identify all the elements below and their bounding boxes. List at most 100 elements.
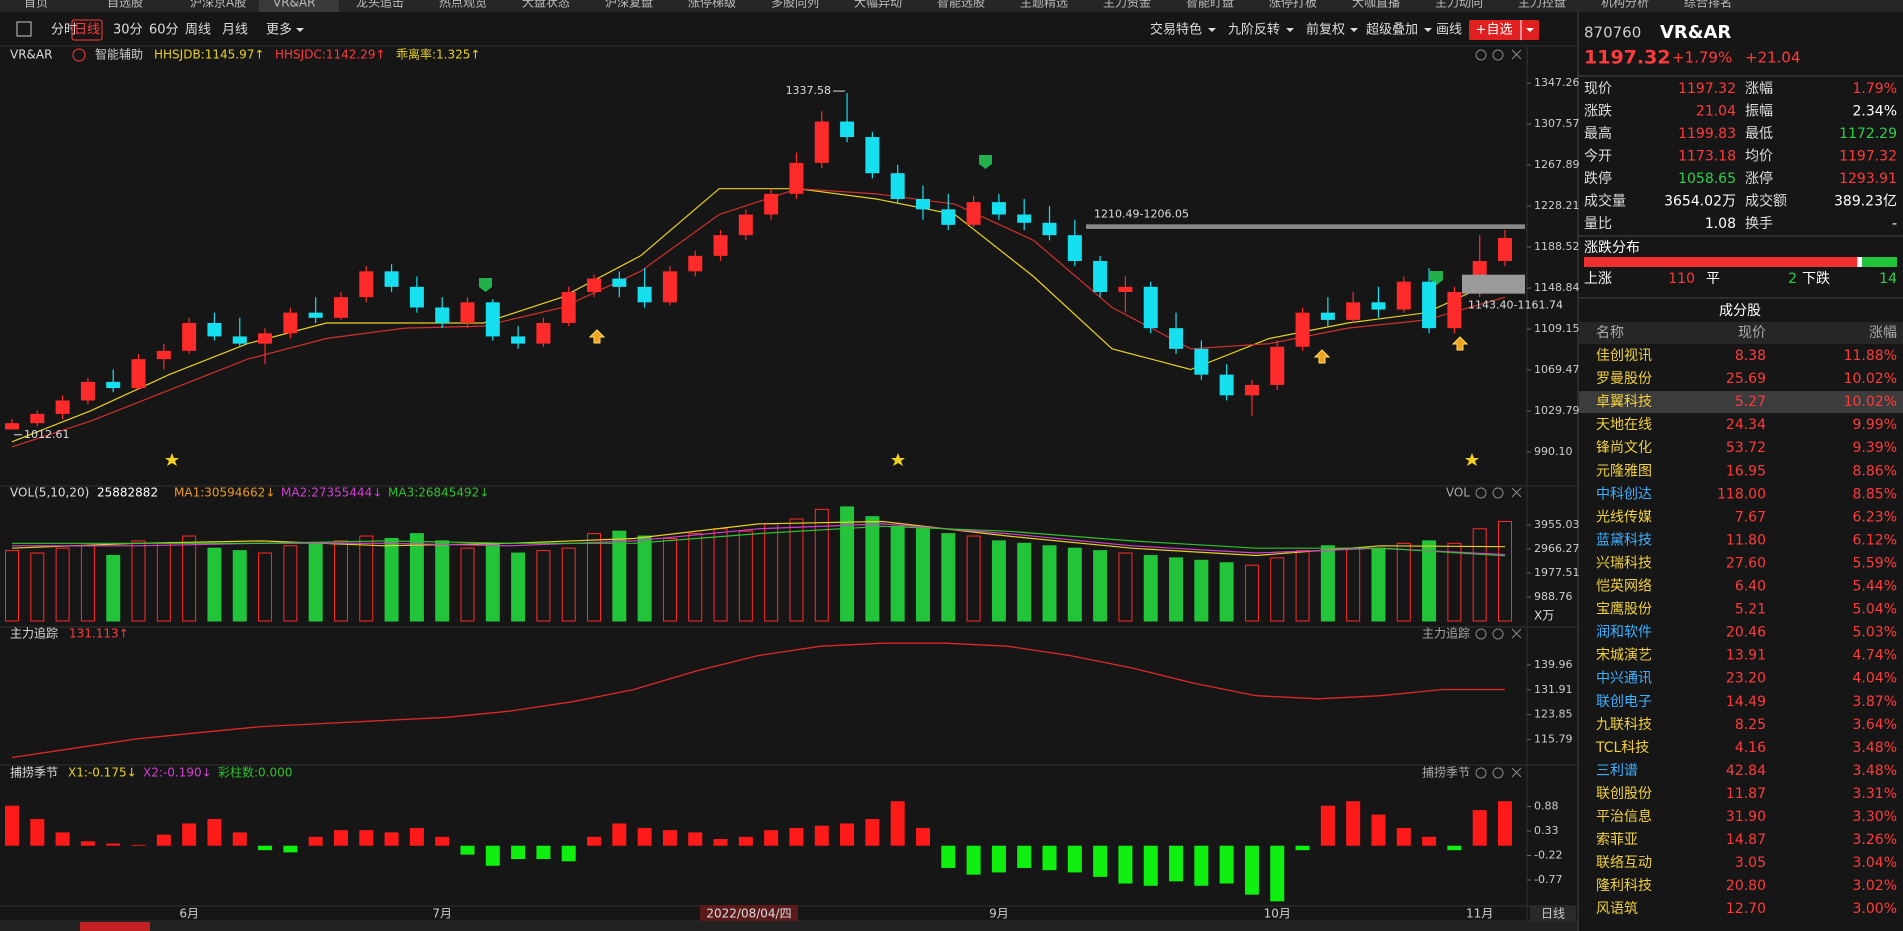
- constituent-name[interactable]: 天地在线: [1596, 417, 1652, 433]
- tab[interactable]: 大幅异动: [854, 0, 902, 10]
- candle-body: [1447, 291, 1462, 329]
- tab[interactable]: 首页: [24, 0, 48, 10]
- constituent-price: 11.87: [1726, 786, 1766, 802]
- volume-bar: [1295, 550, 1310, 622]
- tab[interactable]: 大盘状态: [522, 0, 570, 10]
- tab[interactable]: 大咖直播: [1352, 0, 1400, 10]
- tab[interactable]: 综合排名: [1684, 0, 1732, 10]
- constituent-name[interactable]: 联创股份: [1596, 786, 1652, 802]
- tab[interactable]: 主力控盘: [1518, 0, 1566, 10]
- volume-bar: [1472, 528, 1487, 622]
- add-button[interactable]: +自选: [1476, 23, 1513, 38]
- tab[interactable]: 主题精选: [1020, 0, 1068, 10]
- down-bar: [1862, 257, 1897, 267]
- panel-title: 捕捞季节: [10, 765, 58, 780]
- high-label: 1337.58: [786, 84, 832, 97]
- constituent-name[interactable]: 兴瑞科技: [1596, 555, 1652, 571]
- constituent-name[interactable]: 风语筑: [1596, 901, 1638, 917]
- candle-body: [587, 278, 602, 292]
- tab[interactable]: 主力资金: [1103, 0, 1151, 10]
- season-bar: [258, 845, 273, 851]
- tab[interactable]: 多股同列: [771, 0, 819, 10]
- distribution-title: 涨跌分布: [1584, 240, 1640, 256]
- tab[interactable]: 智能选股: [937, 0, 985, 10]
- period-button[interactable]: 更多: [266, 22, 292, 38]
- quote-value: 21.04: [1696, 104, 1736, 120]
- tab[interactable]: 热点观览: [439, 0, 487, 10]
- indicator: 彩柱数:0.000: [218, 765, 292, 780]
- quote-value: 1172.29: [1839, 126, 1897, 142]
- constituent-name[interactable]: 恺英网络: [1596, 578, 1652, 595]
- column-header: 涨幅: [1869, 325, 1897, 341]
- constituent-name[interactable]: 光线传媒: [1596, 509, 1652, 525]
- tab[interactable]: 龙头追击: [356, 0, 404, 10]
- constituent-name[interactable]: 九联科技: [1596, 717, 1652, 733]
- tab[interactable]: 涨停梯级: [688, 0, 736, 10]
- period-button[interactable]: 60分: [149, 23, 179, 38]
- volume-bar: [1447, 542, 1462, 622]
- constituent-change: 3.64%: [1853, 717, 1897, 733]
- tab[interactable]: 沪深京A股: [190, 0, 246, 10]
- tool-button[interactable]: 画线: [1436, 23, 1462, 38]
- constituent-name[interactable]: 中兴通讯: [1596, 671, 1652, 687]
- tool-button[interactable]: 交易特色: [1150, 22, 1202, 38]
- dropdown-caret: [1350, 28, 1358, 32]
- constituent-name[interactable]: TCL科技: [1595, 740, 1649, 756]
- constituent-name[interactable]: 联络互动: [1596, 855, 1652, 871]
- tool-button[interactable]: 九阶反转: [1228, 23, 1280, 38]
- tool-button[interactable]: 前复权: [1306, 22, 1345, 38]
- dropdown-caret: [296, 28, 304, 32]
- constituent-price: 31.90: [1726, 809, 1766, 825]
- constituent-name[interactable]: 卓翼科技: [1596, 394, 1652, 410]
- assist-icon[interactable]: [72, 48, 86, 62]
- panel-short-title: VOL: [1446, 486, 1470, 500]
- season-bar: [1371, 814, 1386, 846]
- band-label: 1143.40-1161.74: [1468, 299, 1563, 312]
- constituent-name[interactable]: 锋尚文化: [1596, 440, 1652, 456]
- tab[interactable]: 机构分析: [1601, 0, 1649, 10]
- constituent-name[interactable]: 联创电子: [1596, 694, 1652, 710]
- period-button[interactable]: 月线: [222, 23, 248, 38]
- volume-bar: [1067, 547, 1082, 622]
- volume-bar: [384, 537, 399, 622]
- indicator: MA2:27355444↓: [281, 486, 382, 500]
- constituent-name[interactable]: 蓝黛科技: [1596, 532, 1652, 548]
- tab[interactable]: 智能盯盘: [1186, 0, 1234, 10]
- period-button[interactable]: 日线: [74, 23, 100, 38]
- y-tick-label: 3955.03: [1534, 518, 1580, 531]
- period-button[interactable]: 周线: [185, 23, 211, 38]
- constituent-name[interactable]: 平治信息: [1596, 808, 1652, 825]
- tab[interactable]: 涨停打板: [1269, 0, 1317, 10]
- bottom-tab-active: [80, 922, 150, 931]
- quote-label: 涨幅: [1745, 81, 1773, 97]
- season-bar: [991, 845, 1006, 873]
- stock-change: +21.04: [1745, 49, 1801, 67]
- constituent-name[interactable]: 索菲亚: [1596, 831, 1638, 848]
- constituent-name[interactable]: 罗曼股份: [1596, 371, 1652, 387]
- constituent-name[interactable]: 三利谱: [1596, 763, 1638, 779]
- tab[interactable]: 主力动向: [1435, 0, 1483, 10]
- constituent-name[interactable]: 宝鹰股份: [1596, 602, 1652, 618]
- tab[interactable]: VR&AR: [273, 0, 315, 10]
- period-button[interactable]: 分时: [51, 23, 77, 38]
- constituent-name[interactable]: 润和软件: [1596, 625, 1652, 641]
- constituent-name[interactable]: 宋城演艺: [1596, 648, 1652, 664]
- period-button[interactable]: 30分: [113, 23, 143, 38]
- constituent-price: 20.80: [1726, 878, 1766, 894]
- tab[interactable]: 沪深复盘: [605, 0, 653, 10]
- layout-icon[interactable]: [16, 21, 32, 37]
- y-tick-label: 123.85: [1534, 708, 1573, 721]
- constituent-name[interactable]: 佳创视讯: [1596, 348, 1652, 364]
- season-bar: [30, 819, 45, 846]
- tool-button[interactable]: 超级叠加: [1366, 23, 1418, 38]
- tab-bar: [0, 0, 1903, 12]
- season-bar: [865, 819, 880, 846]
- constituent-name[interactable]: 元隆雅图: [1596, 463, 1652, 479]
- quote-label: 最低: [1745, 126, 1773, 142]
- constituent-name[interactable]: 隆利科技: [1596, 878, 1652, 894]
- constituent-change: 9.99%: [1853, 417, 1897, 433]
- constituent-change: 3.26%: [1853, 832, 1897, 848]
- constituent-name[interactable]: 中科创达: [1596, 486, 1652, 502]
- tab[interactable]: 自选股: [107, 0, 143, 10]
